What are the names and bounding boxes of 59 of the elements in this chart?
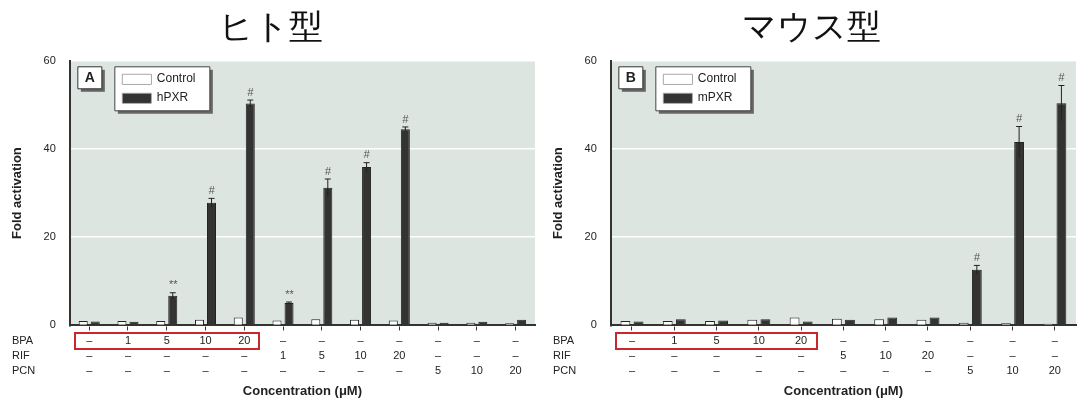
text: PCN xyxy=(553,363,577,376)
data-label: # xyxy=(208,183,216,196)
chart-title: マウス型 xyxy=(742,6,881,45)
data-label: ** xyxy=(168,278,178,291)
x-tick-label: 5 – – xyxy=(713,333,721,376)
y-tick-label: 60 xyxy=(584,53,597,66)
x-tick-label: – 20 – xyxy=(921,333,935,376)
x-tick-label: 1 – – xyxy=(671,333,679,376)
x-tick-label: – 20 – xyxy=(393,333,406,376)
x-tick-label: – 10 – xyxy=(879,333,892,376)
y-tick-label: 0 xyxy=(590,318,597,331)
y-axis-title: Fold activation xyxy=(9,147,25,239)
legend-label: mPXR xyxy=(697,90,733,105)
x-tick-label: – 10 – xyxy=(354,333,367,376)
x-tick-label: 20 – – xyxy=(795,333,808,376)
y-axis-title: Fold activation xyxy=(550,147,566,239)
legend-label: hPXR xyxy=(156,90,189,105)
y-tick-label: 40 xyxy=(43,142,56,155)
y-tick-label: 40 xyxy=(584,142,597,155)
annotation: B xyxy=(625,68,636,85)
x-tick-label: – – 10 xyxy=(470,333,483,376)
x-tick-label: 5 – – xyxy=(163,333,171,376)
x-tick-label: – 1 – xyxy=(279,333,287,376)
x-tick-label: – – 20 xyxy=(1048,333,1061,376)
y-tick-label: 20 xyxy=(584,230,597,243)
text: BPA xyxy=(12,333,34,346)
x-tick-label: – – 20 xyxy=(509,333,522,376)
x-tick-label: – – 5 xyxy=(967,333,975,376)
text: BPA xyxy=(553,333,575,346)
data-label: # xyxy=(1058,71,1066,84)
text: RIF xyxy=(12,348,30,361)
legend-label: Control xyxy=(697,71,737,86)
x-axis-title: Concentration (μM) xyxy=(242,382,362,398)
data-label: # xyxy=(402,112,410,125)
text: RIF xyxy=(553,348,571,361)
data-label: # xyxy=(324,164,332,177)
x-tick-label: – – – xyxy=(628,333,636,376)
data-label: # xyxy=(247,85,255,98)
x-tick-label: – – 10 xyxy=(1006,333,1019,376)
x-axis-title: Concentration (μM) xyxy=(783,382,903,398)
text: PCN xyxy=(12,363,36,376)
x-tick-label: – 5 – xyxy=(318,333,326,376)
x-tick-label: 10 – – xyxy=(752,333,765,376)
x-tick-label: 20 – – xyxy=(238,333,251,376)
y-tick-label: 0 xyxy=(49,318,56,331)
data-label: # xyxy=(1016,112,1024,125)
data-label: # xyxy=(363,148,371,161)
x-tick-label: – – 5 xyxy=(435,333,443,376)
y-tick-label: 20 xyxy=(43,230,56,243)
x-tick-label: – 5 – xyxy=(840,333,848,376)
data-label: ** xyxy=(284,287,295,300)
x-tick-label: 10 – – xyxy=(199,333,212,376)
x-tick-label: – – – xyxy=(86,333,94,376)
data-label: # xyxy=(973,250,981,263)
x-tick-label: 1 – – xyxy=(124,333,132,376)
annotation: A xyxy=(84,68,95,85)
legend-label: Control xyxy=(156,71,196,86)
y-tick-label: 60 xyxy=(43,53,56,66)
chart-title: ヒト型 xyxy=(218,6,323,45)
